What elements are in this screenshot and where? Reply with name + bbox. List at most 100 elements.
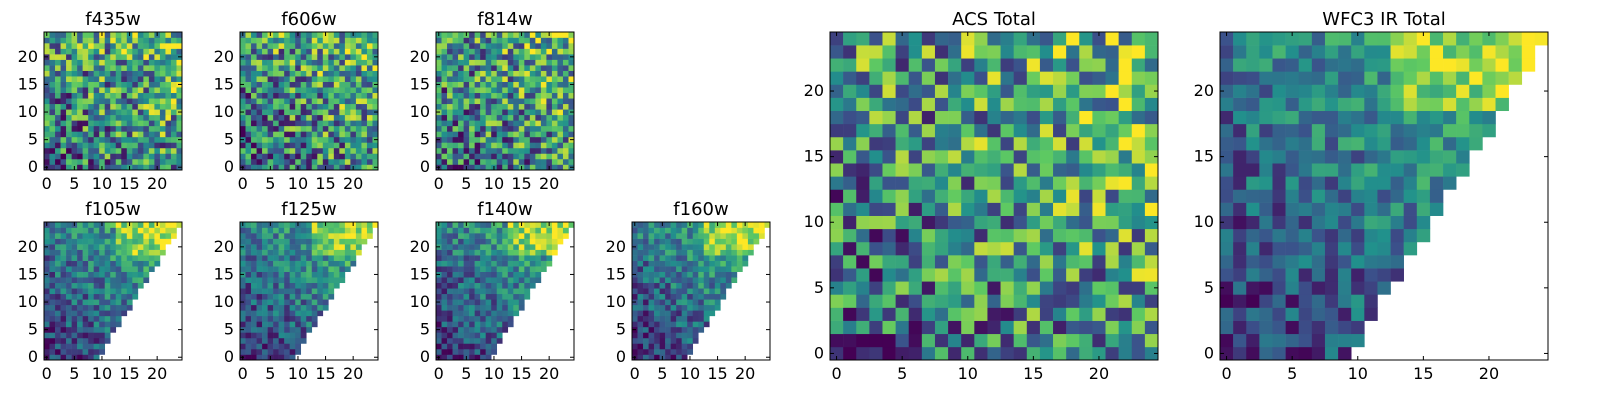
heatmap-cell (1013, 110, 1028, 125)
heatmap-cell (1026, 163, 1041, 177)
heatmap-cell (648, 343, 655, 350)
y-tick-label: 10 (214, 102, 234, 121)
heatmap-cell (159, 81, 166, 88)
heatmap-cell (267, 238, 274, 245)
heatmap-cell (1092, 281, 1106, 295)
heatmap-cell (463, 332, 470, 339)
heatmap-cell (44, 260, 50, 267)
heatmap-cell (491, 337, 498, 344)
heatmap-cell (987, 320, 1001, 335)
heatmap-cell (441, 48, 448, 55)
heatmap-cell (66, 244, 72, 250)
heatmap-cell (1285, 110, 1300, 125)
heatmap-cell (496, 114, 503, 121)
heatmap-cell (115, 114, 122, 121)
heatmap-cell (485, 326, 492, 333)
heatmap-cell (1482, 84, 1496, 98)
heatmap-cell (518, 48, 525, 55)
heatmap-cell (1013, 84, 1028, 98)
heatmap-cell (676, 271, 682, 278)
heatmap-cell (1259, 110, 1273, 125)
heatmap-cell (322, 48, 329, 55)
heatmap-cell (463, 238, 470, 245)
heatmap-cell (1364, 268, 1378, 282)
heatmap-cell (535, 70, 542, 77)
heatmap-cell (1144, 32, 1159, 46)
heatmap-cell (311, 92, 318, 99)
heatmap-cell (843, 215, 857, 230)
heatmap-cell (1053, 255, 1067, 269)
heatmap-cell (1403, 97, 1418, 112)
heatmap-cell (137, 244, 144, 250)
heatmap-cell (491, 37, 498, 44)
heatmap-cell (1246, 45, 1260, 59)
heatmap-cell (55, 114, 61, 121)
heatmap-cell (758, 233, 765, 239)
heatmap-cell (165, 103, 172, 110)
y-tick-label: 0 (28, 157, 38, 176)
heatmap-cell (568, 147, 575, 154)
heatmap-cell (328, 255, 335, 261)
heatmap-cell (632, 282, 638, 289)
heatmap-cell (1053, 176, 1067, 190)
heatmap-cell (366, 233, 373, 239)
heatmap-cell (372, 48, 379, 55)
heatmap-cell (921, 163, 936, 177)
heatmap-cell (262, 153, 268, 160)
heatmap-cell (1456, 84, 1470, 98)
heatmap-cell (1324, 32, 1339, 46)
heatmap-cell (262, 114, 268, 121)
heatmap-cell (648, 255, 655, 261)
heatmap-cell (60, 103, 67, 110)
heatmap-cell (882, 255, 896, 269)
heatmap-cell (93, 125, 100, 132)
heatmap-cell (159, 32, 166, 38)
heatmap-cell (240, 142, 246, 149)
heatmap-cell (372, 125, 379, 132)
heatmap-cell (654, 332, 660, 339)
heatmap-cell (1026, 176, 1041, 190)
heatmap-cell (333, 244, 340, 250)
heatmap-cell (339, 48, 346, 55)
heatmap-cell (908, 32, 923, 46)
heatmap-cell (452, 260, 459, 267)
heatmap-cell (1351, 189, 1365, 203)
heatmap-cell (284, 81, 290, 88)
heatmap-cell (1272, 255, 1286, 269)
heatmap-cell (170, 227, 177, 234)
heatmap-cell (295, 310, 302, 317)
heatmap-cell (251, 158, 257, 165)
heatmap-cell (311, 304, 318, 311)
heatmap-cell (251, 343, 257, 350)
heatmap-cell (1469, 97, 1483, 112)
heatmap-cell (908, 71, 923, 85)
heatmap-cell (518, 293, 525, 300)
heatmap-cell (513, 131, 520, 138)
heatmap-cell (1144, 58, 1159, 72)
heatmap-cell (245, 43, 252, 49)
heatmap-cell (71, 59, 78, 66)
heatmap-cell (311, 142, 318, 149)
heatmap-cell (458, 48, 464, 55)
heatmap-cell (104, 332, 111, 339)
heatmap-cell (987, 228, 1001, 243)
heatmap-cell (44, 249, 50, 256)
heatmap-cell (496, 125, 503, 132)
heatmap-cell (311, 114, 318, 121)
heatmap-cell (480, 131, 486, 138)
heatmap-cell (77, 326, 83, 333)
heatmap-cell (273, 81, 279, 88)
heatmap-cell (934, 228, 949, 243)
heatmap-cell (496, 260, 503, 267)
heatmap-cell (372, 142, 379, 149)
heatmap-cell (469, 59, 475, 66)
heatmap-cell (491, 255, 498, 261)
heatmap-cell (267, 277, 274, 284)
heatmap-cell (256, 103, 263, 110)
heatmap-cell (436, 147, 442, 154)
heatmap-cell (637, 343, 644, 350)
heatmap-cell (485, 315, 492, 322)
heatmap-cell (49, 277, 56, 284)
heatmap-cell (480, 337, 486, 344)
